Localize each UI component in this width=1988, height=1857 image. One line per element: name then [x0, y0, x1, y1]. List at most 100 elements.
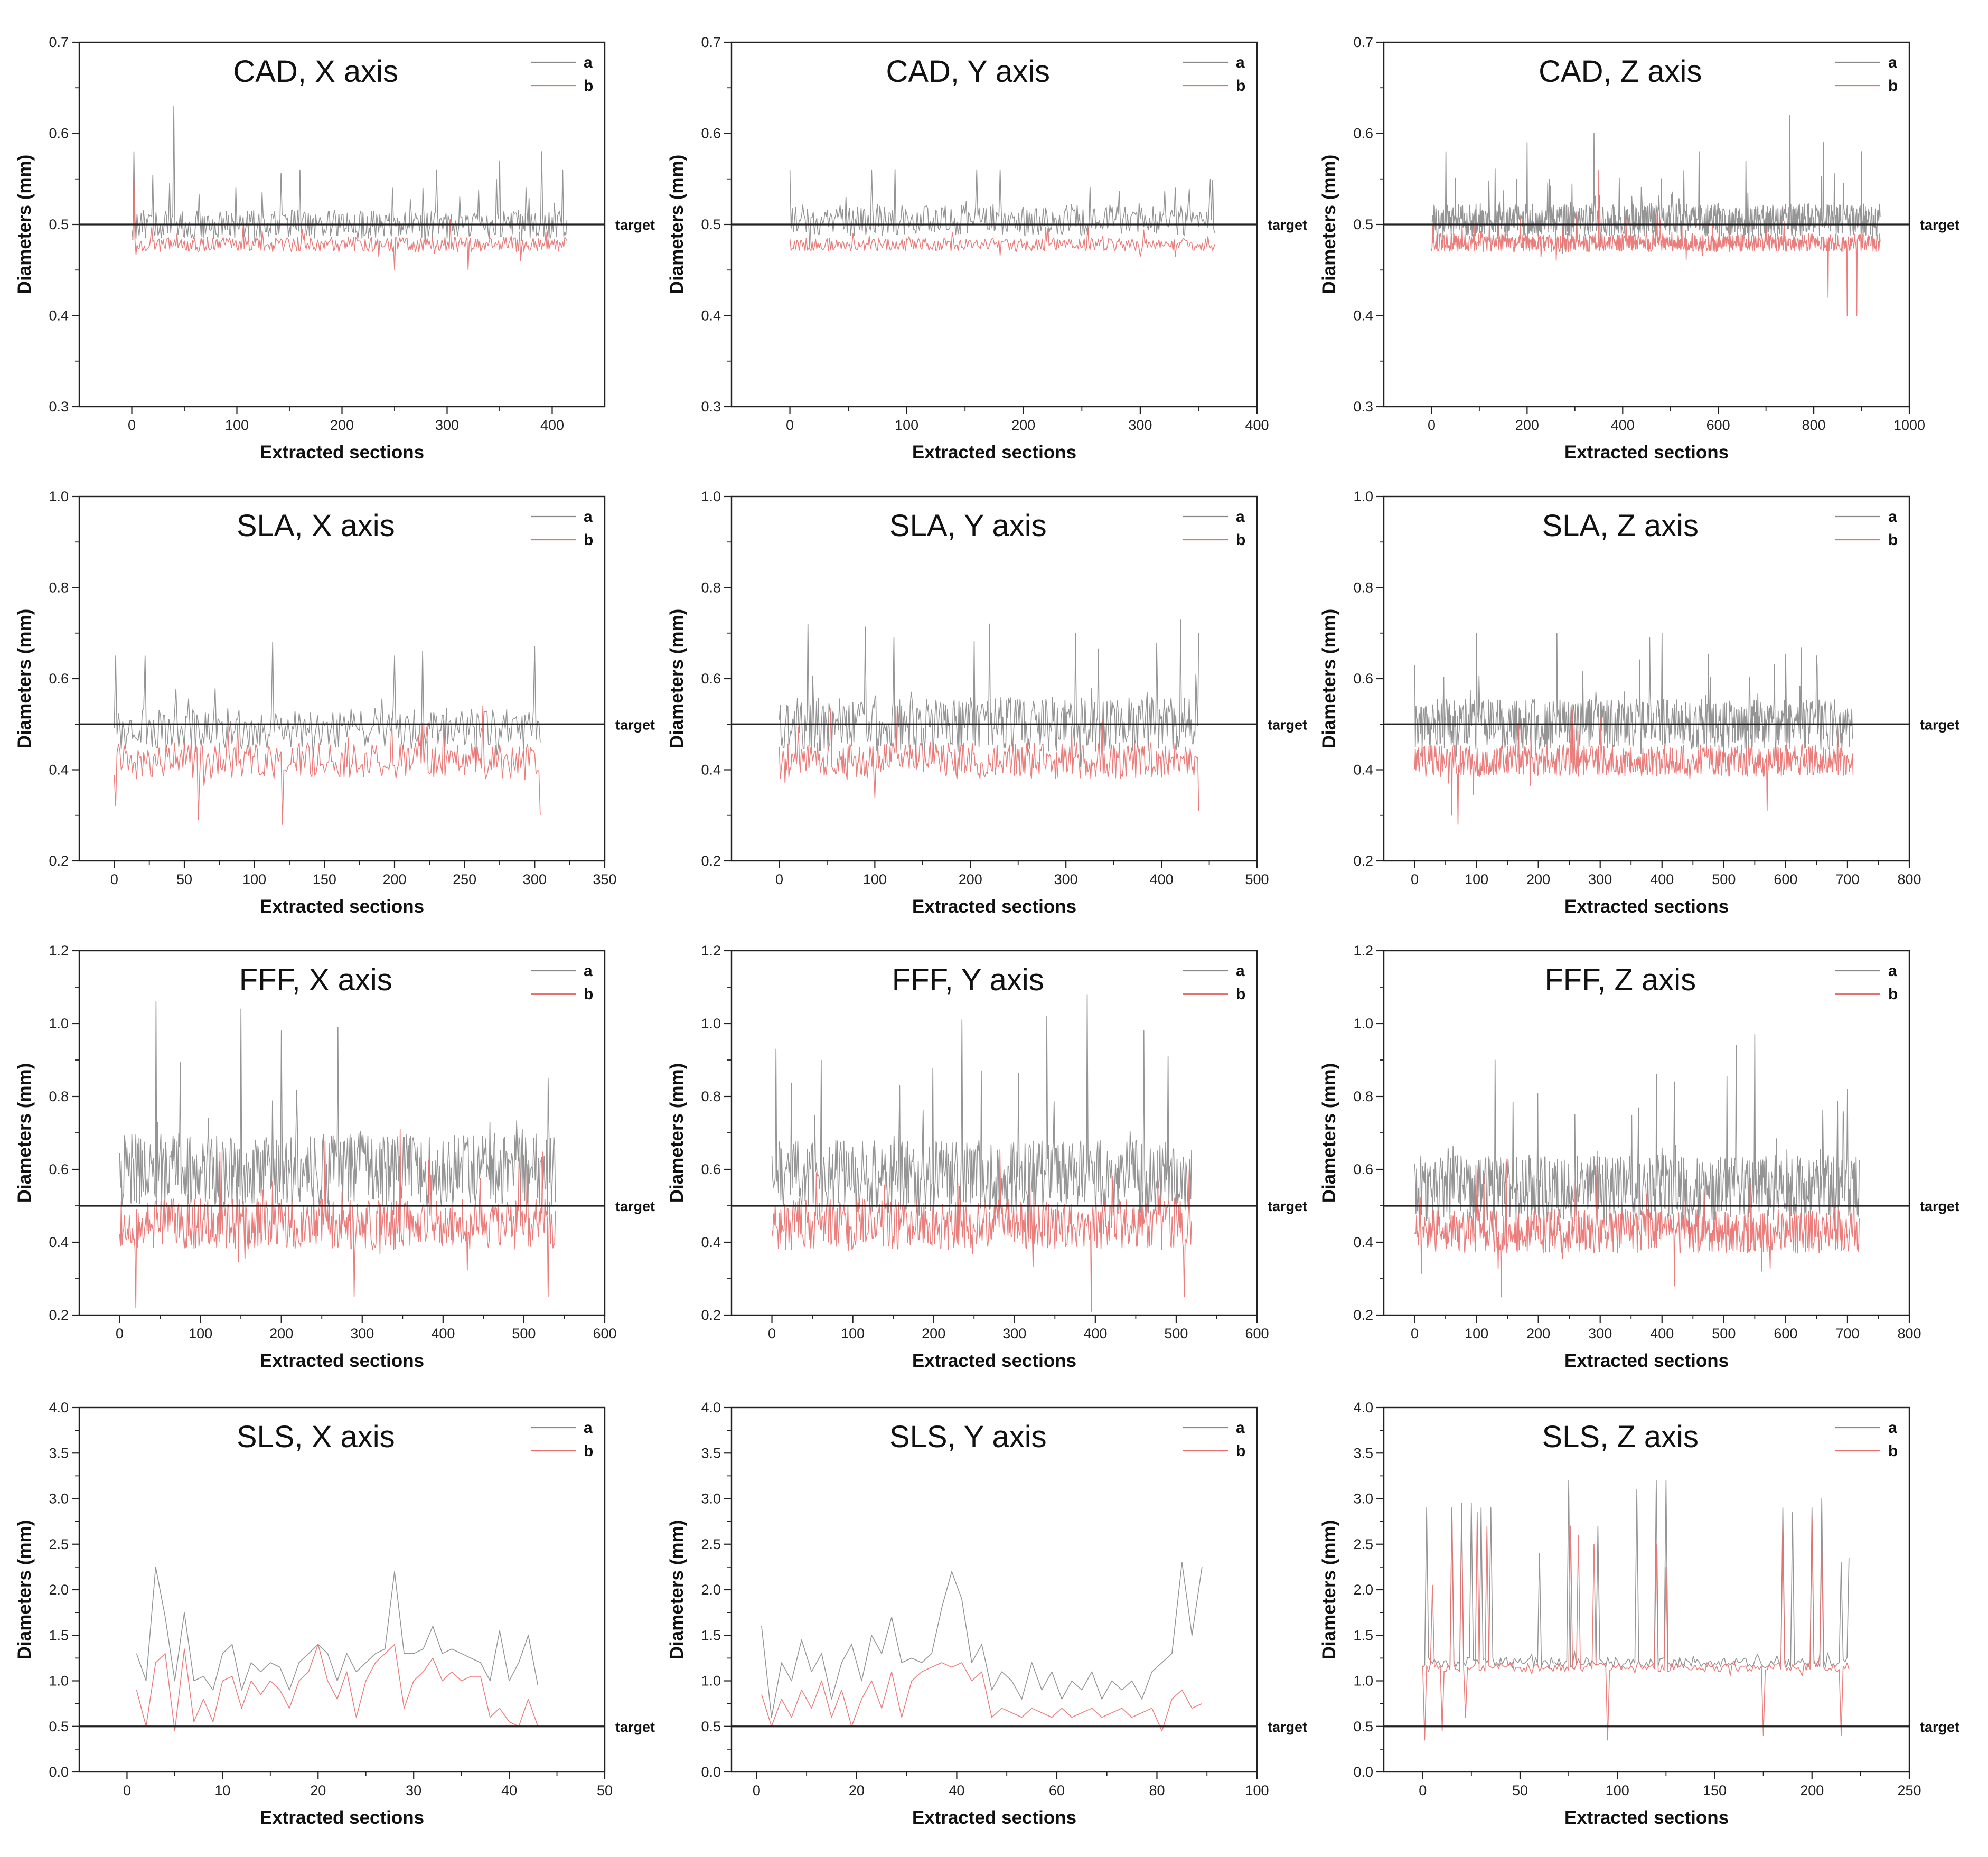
chart-title: SLA, X axis	[237, 509, 395, 543]
y-axis-label: Diameters (mm)	[14, 155, 35, 295]
chart-panel-10: target 0.0 0.5 1.0 1.5 2.0 2.5 3.0 3.5 4.0 0 10 20 30…	[14, 1400, 655, 1828]
series-line-b	[771, 1149, 1192, 1312]
x-tick-label: 10	[214, 1783, 230, 1798]
x-tick-label: 100	[1606, 1783, 1629, 1798]
x-tick-label: 0	[1411, 1326, 1419, 1342]
y-tick-label: 3.0	[701, 1491, 721, 1507]
x-tick-label: 400	[1083, 1326, 1107, 1342]
series-group	[131, 106, 568, 270]
legend-label-b: b	[584, 77, 593, 95]
x-axis-label: Extracted sections	[1564, 1807, 1729, 1828]
chart-panel-6: target 0.2 0.4 0.6 0.8 1.0 0 100 200 300 400 500 600…	[1319, 489, 1959, 917]
y-tick-label: 3.0	[1353, 1491, 1373, 1507]
y-tick-label: 0.6	[49, 671, 69, 687]
x-tick-label: 100	[225, 417, 249, 433]
target-label: target	[1268, 1198, 1307, 1214]
legend-label-b: b	[584, 986, 593, 1003]
x-tick-label: 300	[350, 1326, 374, 1342]
x-tick-label: 0	[116, 1326, 124, 1342]
x-tick-label: 80	[1149, 1783, 1165, 1798]
series-group	[771, 994, 1192, 1312]
chart-title: FFF, Z axis	[1544, 963, 1696, 997]
x-tick-label: 300	[1054, 871, 1078, 887]
y-tick-label: 0.8	[701, 580, 721, 596]
series-line-a	[1422, 1480, 1850, 1668]
y-tick-label: 0.5	[1353, 1719, 1373, 1734]
y-tick-label: 0.8	[49, 580, 69, 596]
series-line-b	[1414, 1150, 1860, 1298]
target-label: target	[1268, 217, 1307, 233]
y-tick-label: 0.3	[1353, 399, 1373, 415]
series-group	[1414, 1034, 1860, 1298]
y-tick-label: 0.2	[1353, 853, 1373, 869]
y-tick-label: 0.8	[1353, 1089, 1373, 1104]
x-tick-label: 60	[1049, 1783, 1065, 1798]
y-tick-label: 0.4	[1353, 762, 1373, 778]
chart-title: CAD, Z axis	[1539, 54, 1702, 89]
plot-frame	[1383, 950, 1910, 1316]
x-tick-label: 200	[1800, 1783, 1824, 1798]
legend-label-a: a	[1888, 1419, 1897, 1437]
y-tick-label: 0.6	[701, 1161, 721, 1177]
series-line-b	[1422, 1507, 1850, 1741]
y-tick-label: 1.0	[49, 1016, 69, 1031]
chart-title: SLA, Y axis	[889, 509, 1047, 543]
x-tick-label: 200	[959, 871, 982, 887]
y-tick-label: 0.5	[1353, 217, 1373, 232]
chart-panel-1: target 0.3 0.4 0.5 0.6 0.7 0 100 200 300 400 CAD, X…	[14, 34, 655, 463]
target-label: target	[1268, 1719, 1307, 1735]
y-tick-label: 0.5	[701, 217, 721, 232]
y-tick-label: 0.4	[49, 762, 69, 778]
series-line-a	[761, 1562, 1203, 1718]
y-tick-label: 1.0	[1353, 1016, 1373, 1031]
series-line-a	[789, 168, 1216, 249]
x-axis-label: Extracted sections	[1564, 442, 1729, 463]
legend-label-a: a	[1236, 508, 1245, 526]
y-tick-label: 4.0	[1353, 1400, 1373, 1415]
chart-panel-7: target 0.2 0.4 0.6 0.8 1.0 1.2 0 100 200 300 400 500…	[14, 943, 655, 1371]
y-tick-label: 0.7	[1353, 34, 1373, 50]
y-tick-label: 2.0	[49, 1582, 69, 1598]
x-axis-label: Extracted sections	[912, 1350, 1076, 1371]
chart-panel-2: target 0.3 0.4 0.5 0.6 0.7 0 100 200 300 400 CAD, Y…	[667, 34, 1307, 463]
y-axis-label: Diameters (mm)	[1319, 1063, 1339, 1203]
x-tick-label: 50	[597, 1783, 613, 1798]
y-tick-label: 1.0	[49, 1673, 69, 1689]
chart-panel-5: target 0.2 0.4 0.6 0.8 1.0 0 100 200 300 400 500 SLA…	[667, 489, 1307, 917]
y-tick-label: 3.0	[49, 1491, 69, 1507]
x-tick-label: 300	[1002, 1326, 1026, 1342]
y-tick-label: 0.2	[1353, 1307, 1373, 1323]
x-tick-label: 600	[1245, 1326, 1269, 1342]
plot-frame	[78, 495, 606, 862]
y-tick-label: 0.0	[49, 1764, 69, 1780]
y-tick-label: 0.4	[701, 1234, 721, 1250]
series-line-b	[136, 1644, 539, 1732]
legend-label-a: a	[1888, 962, 1897, 980]
series-line-b	[779, 706, 1199, 811]
y-axis-label: Diameters (mm)	[667, 155, 687, 295]
x-tick-label: 100	[863, 871, 887, 887]
x-tick-label: 700	[1835, 871, 1859, 887]
series-line-b	[119, 1129, 556, 1308]
y-tick-label: 0.8	[1353, 580, 1373, 596]
series-group	[789, 168, 1216, 257]
x-tick-label: 0	[128, 417, 136, 433]
x-tick-label: 400	[1650, 871, 1674, 887]
chart-title: SLS, X axis	[237, 1420, 395, 1454]
legend-label-a: a	[1888, 508, 1897, 526]
legend-label-b: b	[584, 1442, 593, 1460]
chart-panel-3: target 0.3 0.4 0.5 0.6 0.7 0 200 400 600 800 1000 CA…	[1319, 34, 1959, 463]
y-tick-label: 0.4	[49, 1234, 69, 1250]
plot-frame	[78, 1406, 606, 1773]
y-tick-label: 0.2	[701, 1307, 721, 1323]
x-tick-label: 500	[1164, 1326, 1188, 1342]
legend-label-b: b	[1888, 986, 1898, 1003]
legend-label-b: b	[1236, 77, 1245, 95]
y-tick-label: 1.0	[701, 1016, 721, 1031]
target-label: target	[1920, 1719, 1959, 1735]
y-tick-label: 0.2	[49, 853, 69, 869]
x-tick-label: 200	[922, 1326, 945, 1342]
y-tick-label: 0.6	[49, 1161, 69, 1177]
y-tick-label: 1.0	[701, 489, 721, 504]
y-tick-label: 0.2	[701, 853, 721, 869]
